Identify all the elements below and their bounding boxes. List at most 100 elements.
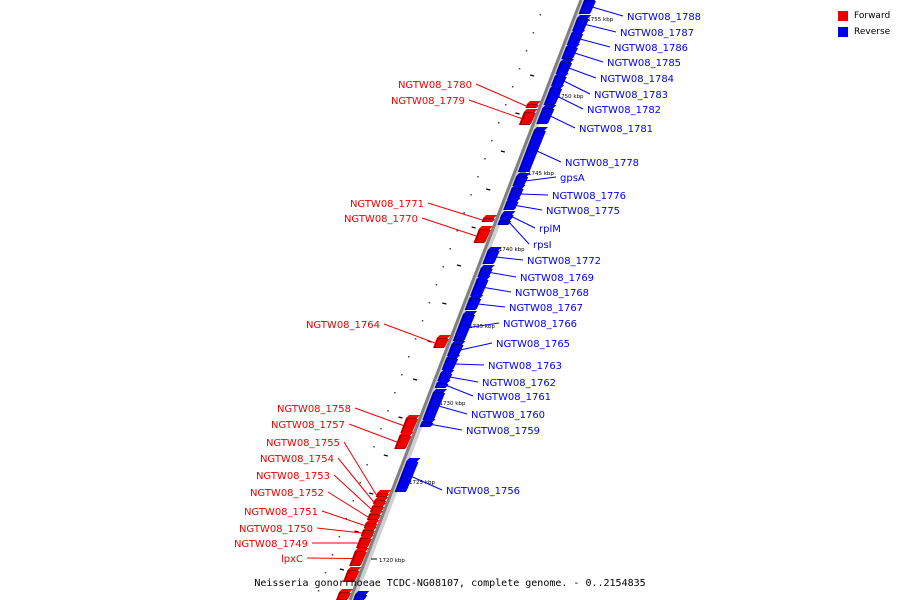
gene-ngtw08_1780-top [526, 101, 541, 104]
gene-rplm-label: rplM [539, 224, 561, 235]
gene-ngtw08_1762-leader [449, 376, 479, 383]
gene-ngtw08_1783-label: NGTW08_1783 [594, 90, 668, 101]
gene-ngtw08_1763-label: NGTW08_1763 [488, 361, 562, 372]
gene-ngtw08_1784-leader [568, 67, 597, 79]
gene-ngtw08_1757-top [399, 432, 414, 435]
gene-ngtw08_1788 [580, 1, 596, 13]
gene-ngtw08_1778 [519, 131, 546, 171]
gene-partial-bottom-red-top [347, 567, 362, 570]
gene-ngtw08_1782-label: NGTW08_1782 [587, 105, 661, 116]
scale-dot [421, 320, 424, 322]
scale-label: 1740 kbp [499, 247, 525, 253]
gene-ngtw08_1749 [358, 539, 372, 547]
gene-ngtw08_1755-leader [343, 441, 377, 496]
gene-ngtw08_1765 [448, 345, 464, 355]
gene-ngtw08_1775-top [506, 198, 521, 201]
gene-rpsi-label: rpsI [533, 240, 552, 251]
gene-ngtw08_1770-label: NGTW08_1770 [344, 214, 418, 225]
scale-dot [407, 356, 410, 358]
gene-gpsa-leader [525, 176, 557, 182]
gene-ngtw08_1751 [365, 524, 378, 527]
gene-ngtw08_1766-top [463, 311, 478, 314]
gene-ngtw08_1769-leader [490, 272, 517, 278]
gene-ngtw08_1778-label: NGTW08_1778 [565, 158, 639, 169]
gene-ngtw08_1785 [563, 48, 578, 58]
gene-ngtw08_1750 [362, 531, 375, 535]
scale-tick [471, 226, 476, 229]
scale-dot [352, 500, 354, 502]
gene-ngtw08_1760-top [433, 389, 448, 392]
scale-dot [428, 302, 431, 304]
scale-dot [366, 464, 368, 466]
gene-ngtw08_1783-top [554, 73, 569, 76]
gene-ngtw08_1764-top [436, 335, 451, 338]
gene-partial-bottom-red-2 [338, 593, 352, 599]
gene-ngtw08_1753-top [372, 503, 387, 506]
gene-ngtw08_1766-leader [468, 322, 500, 328]
gene-ngtw08_1759-top [421, 419, 436, 422]
legend-reverse-label: Reverse [854, 27, 891, 37]
gene-ngtw08_1785-top [565, 44, 580, 47]
scale-label: 1745 kbp [528, 171, 554, 177]
gene-rpsi [499, 221, 512, 224]
scale-dot [442, 266, 445, 268]
gene-ngtw08_1755 [377, 494, 390, 496]
gene-ngtw08_1780 [527, 105, 539, 107]
gene-ngtw08_1763-leader [454, 363, 485, 366]
legend-forward-label: Forward [854, 11, 891, 21]
gene-ngtw08_1770-top [478, 226, 493, 229]
gene-ngtw08_1787-label: NGTW08_1787 [620, 28, 694, 39]
gene-ngtw08_1788-leader [592, 6, 624, 17]
gene-ngtw08_1762-label: NGTW08_1762 [482, 378, 556, 389]
scale-tick [486, 188, 491, 191]
scale-dot [317, 590, 320, 592]
gene-ngtw08_1759-label: NGTW08_1759 [466, 426, 540, 437]
gene-lpxc-leader [306, 557, 352, 559]
scale-dot [498, 122, 500, 124]
gene-ngtw08_1751-label: NGTW08_1751 [244, 507, 318, 518]
gene-ngtw08_1764-leader [383, 323, 436, 344]
gene-ngtw08_1749-label: NGTW08_1749 [234, 539, 308, 550]
scale-dot [338, 536, 341, 538]
gene-ngtw08_1780-label: NGTW08_1780 [398, 80, 472, 91]
gene-ngtw08_1761-top [436, 380, 451, 383]
gene-ngtw08_1767 [466, 299, 482, 309]
gene-ngtw08_1771-label: NGTW08_1771 [350, 199, 424, 210]
gene-ngtw08_1784 [557, 63, 573, 73]
gene-ngtw08_1752-label: NGTW08_1752 [250, 488, 324, 499]
gene-ngtw08_1781-leader [550, 115, 576, 129]
gene-rpsi-leader [508, 222, 530, 245]
gene-ngtw08_1787-top [577, 15, 592, 18]
genome-caption: Neisseria gonorrhoeae TCDC-NG08107, comp… [254, 578, 646, 589]
gene-ngtw08_1780-leader [475, 83, 527, 107]
gene-ngtw08_1761 [436, 384, 449, 387]
legend-reverse: Reverse [838, 24, 898, 40]
gene-ngtw08_1776-top [511, 185, 526, 188]
scale-tick [398, 416, 403, 419]
gene-ngtw08_1769-label: NGTW08_1769 [520, 273, 594, 284]
gene-ngtw08_1758-leader [354, 407, 404, 426]
gene-ngtw08_1775-leader [515, 205, 543, 211]
gene-ngtw08_1766-label: NGTW08_1766 [503, 319, 577, 330]
scale-dot [539, 14, 542, 16]
gene-ngtw08_1754-leader [337, 457, 375, 503]
gene-gpsa-label: gpsA [560, 173, 585, 184]
gene-ngtw08_1760 [424, 393, 446, 419]
gene-ngtw08_1787 [574, 19, 590, 30]
gene-ngtw08_1755-label: NGTW08_1755 [266, 438, 340, 449]
gene-ngtw08_1772-label: NGTW08_1772 [527, 256, 601, 267]
gene-ngtw08_1752-top [369, 511, 384, 514]
gene-ngtw08_1769 [479, 269, 493, 276]
scale-tick [500, 150, 506, 153]
gene-ngtw08_1784-top [560, 59, 575, 62]
gene-ngtw08_1750-top [362, 527, 377, 530]
forward-swatch [838, 11, 848, 21]
gene-ngtw08_1764 [435, 339, 449, 347]
scale-dot [435, 284, 438, 286]
scale-dot [491, 140, 493, 142]
scale-tick [339, 568, 345, 571]
gene-ngtw08_1779-top [523, 109, 538, 112]
gene-ngtw08_1756-top [406, 458, 421, 461]
scale-dot [359, 482, 361, 484]
gene-ngtw08_1757-leader [348, 423, 398, 443]
